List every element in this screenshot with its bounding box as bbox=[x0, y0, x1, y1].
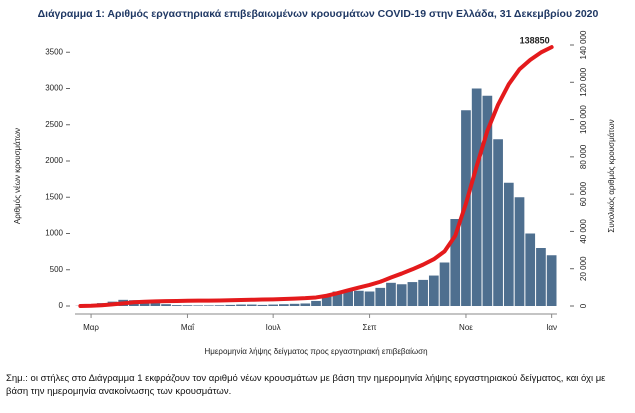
bar bbox=[503, 182, 514, 306]
bar bbox=[171, 305, 182, 306]
y-tick-label: 2500 bbox=[45, 120, 63, 129]
x-axis-label: Ημερομηνία λήψης δείγματος προς εργαστηρ… bbox=[204, 347, 427, 356]
bar bbox=[418, 279, 428, 306]
y-axis-label: Αριθμός νέων κρουσμάτων bbox=[13, 128, 22, 224]
bar bbox=[161, 304, 171, 306]
y2-tick-label: 100 000 bbox=[579, 105, 588, 134]
bar bbox=[536, 248, 546, 306]
y-tick-label: 2000 bbox=[45, 156, 63, 165]
y2-tick-label: 80 000 bbox=[579, 144, 588, 169]
bar bbox=[279, 304, 289, 306]
bar bbox=[364, 291, 375, 306]
bar bbox=[246, 304, 257, 306]
y2-tick-label: 0 bbox=[579, 303, 588, 308]
bar bbox=[289, 303, 300, 306]
cumulative-line bbox=[78, 45, 554, 308]
bar bbox=[300, 303, 311, 306]
x-tick-label: Μαΐ bbox=[181, 323, 195, 332]
end-value-label: 138850 bbox=[520, 36, 550, 46]
bar bbox=[193, 305, 204, 306]
y-tick-label: 1000 bbox=[45, 229, 63, 238]
y2-tick-label: 120 000 bbox=[579, 67, 588, 96]
bar bbox=[386, 282, 396, 306]
chart-title: Διάγραμμα 1: Αριθμός εργαστηριακά επιβεβ… bbox=[38, 8, 599, 20]
bar bbox=[407, 282, 418, 306]
y-tick-label: 3000 bbox=[45, 84, 63, 93]
footnote: Σημ.: οι στήλες στο Διάγραμμα 1 εκφράζου… bbox=[6, 373, 606, 397]
x-tick-label: Μαρ bbox=[83, 323, 99, 332]
x-tick-label: Σεπ bbox=[363, 323, 378, 332]
bar bbox=[514, 197, 525, 306]
bar bbox=[311, 300, 321, 306]
bar bbox=[204, 305, 214, 306]
y2-tick-label: 40 000 bbox=[579, 219, 588, 244]
bar bbox=[182, 305, 193, 306]
bar bbox=[428, 275, 439, 306]
bar bbox=[482, 95, 493, 306]
bar bbox=[353, 290, 364, 306]
bar bbox=[150, 303, 161, 306]
bar bbox=[268, 304, 279, 306]
bar bbox=[236, 304, 246, 306]
y2-tick-label: 60 000 bbox=[579, 181, 588, 206]
chart: Διάγραμμα 1: Αριθμός εργαστηριακά επιβεβ… bbox=[13, 8, 616, 356]
y-tick-label: 1500 bbox=[45, 192, 63, 201]
bar bbox=[343, 290, 353, 306]
bar bbox=[225, 304, 236, 306]
bar bbox=[396, 284, 407, 306]
y-tick-label: 500 bbox=[50, 265, 64, 274]
bar bbox=[257, 304, 268, 306]
x-tick-label: Νοε bbox=[459, 323, 473, 332]
bar bbox=[375, 287, 386, 306]
y2-tick-label: 20 000 bbox=[579, 256, 588, 281]
y2-tick-label: 140 000 bbox=[579, 30, 588, 59]
bar bbox=[546, 255, 557, 306]
bar bbox=[139, 302, 150, 306]
bar bbox=[439, 262, 450, 306]
x-tick-label: Ιουλ bbox=[266, 323, 281, 332]
y-tick-label: 0 bbox=[59, 301, 64, 310]
bar bbox=[493, 139, 503, 306]
y2-axis-label: Συνολικός αριθμός κρουσμάτων bbox=[607, 119, 616, 232]
bar bbox=[332, 291, 343, 306]
bar bbox=[471, 88, 482, 306]
bar bbox=[450, 219, 461, 306]
y-tick-label: 3500 bbox=[45, 47, 63, 56]
x-tick-label: Ιαν bbox=[546, 323, 557, 332]
bar bbox=[525, 233, 536, 306]
bar bbox=[214, 305, 225, 306]
bar bbox=[321, 296, 332, 306]
